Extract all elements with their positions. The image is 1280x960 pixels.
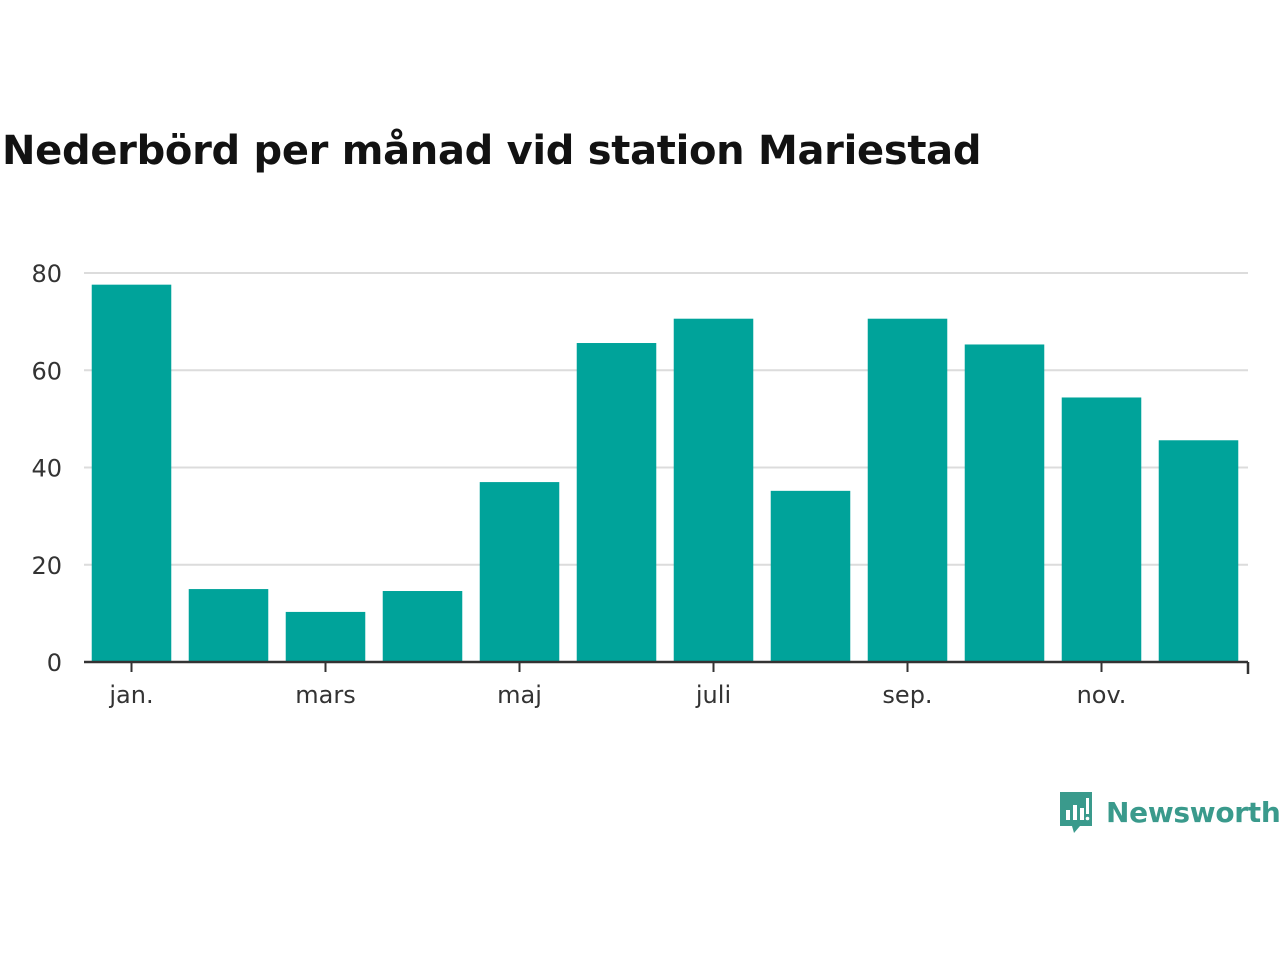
chart-title: Nederbörd per månad vid station Mariesta… <box>2 128 982 174</box>
bar-okt <box>964 344 1045 662</box>
x-tick-label-jan: jan. <box>108 681 153 709</box>
y-tick-label-0: 0 <box>47 649 62 677</box>
bar-aug <box>770 490 851 662</box>
x-axis <box>84 660 1250 674</box>
bars <box>91 284 1239 662</box>
bar-sep <box>867 318 948 662</box>
y-axis-labels: 0 20 40 60 80 <box>31 260 62 677</box>
y-tick-label-20: 20 <box>31 552 62 580</box>
x-tick-label-sep: sep. <box>882 681 932 709</box>
bar-apr <box>382 591 463 662</box>
bar-juni <box>576 343 657 662</box>
y-tick-label-80: 80 <box>31 260 62 288</box>
bar-feb <box>188 589 269 662</box>
x-tick-label-juli: juli <box>695 681 731 709</box>
bar-mars <box>285 611 366 662</box>
brand-logo: Newsworthy <box>1058 790 1280 834</box>
x-tick-label-mars: mars <box>295 681 355 709</box>
bar-nov <box>1061 397 1142 662</box>
brand-name: Newsworthy <box>1106 795 1280 829</box>
bar-juli <box>673 318 754 662</box>
grid-lines <box>84 272 1248 566</box>
bar-maj <box>479 482 560 662</box>
x-axis-labels: jan. mars maj juli sep. nov. <box>108 681 1126 709</box>
y-tick-label-60: 60 <box>31 357 62 385</box>
x-tick-label-nov: nov. <box>1077 681 1127 709</box>
y-tick-label-40: 40 <box>31 455 62 483</box>
bar-dec <box>1158 440 1239 662</box>
bar-jan <box>91 284 172 662</box>
newsworthy-logo-icon <box>1060 792 1092 833</box>
x-tick-label-maj: maj <box>497 681 542 709</box>
